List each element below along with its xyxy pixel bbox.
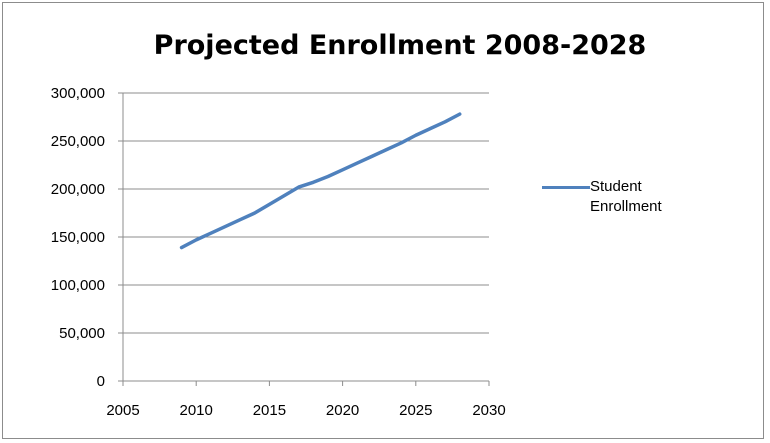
x-tick-label: 2005 (106, 402, 139, 419)
y-tick-label: 50,000 (59, 325, 105, 342)
chart-area (2, 2, 764, 439)
legend-line-swatch (542, 186, 590, 189)
y-tick-label: 100,000 (51, 277, 105, 294)
x-tick-label: 2030 (472, 402, 505, 419)
y-tick-label: 300,000 (51, 85, 105, 102)
series-line (179, 112, 462, 250)
y-tick-label: 200,000 (51, 181, 105, 198)
y-tick-label: 0 (97, 373, 105, 390)
legend-label: Student Enrollment (590, 178, 662, 215)
y-tick-label: 250,000 (51, 133, 105, 150)
y-tick-label: 150,000 (51, 229, 105, 246)
legend: Student Enrollment (542, 177, 690, 217)
chart-title: Projected Enrollment 2008-2028 (153, 30, 647, 61)
x-tick-label: 2010 (180, 402, 213, 419)
x-tick-label: 2020 (326, 402, 359, 419)
x-tick-label: 2025 (399, 402, 432, 419)
x-tick-label: 2015 (253, 402, 286, 419)
